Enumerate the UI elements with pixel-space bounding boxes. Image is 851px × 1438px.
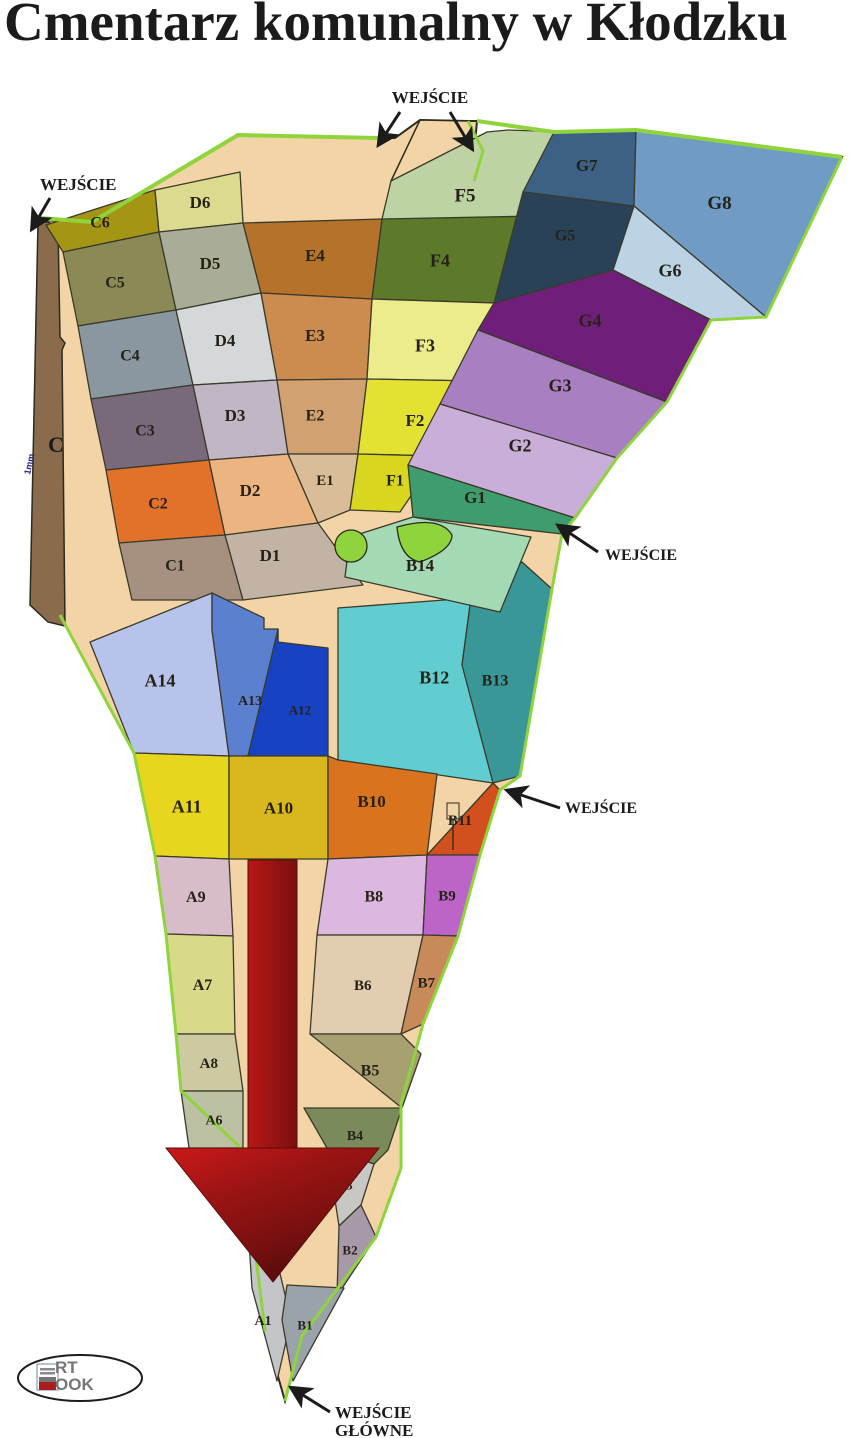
svg-text:G7: G7: [576, 156, 598, 175]
svg-text:E3: E3: [305, 326, 325, 345]
svg-text:B9: B9: [438, 889, 456, 905]
svg-text:B7: B7: [417, 976, 435, 992]
svg-text:A9: A9: [186, 889, 206, 906]
svg-text:B8: B8: [364, 889, 383, 906]
svg-text:C1: C1: [165, 558, 185, 575]
svg-text:A8: A8: [200, 1056, 218, 1072]
svg-text:WEJŚCIE: WEJŚCIE: [392, 88, 469, 107]
svg-text:B14: B14: [406, 556, 435, 575]
svg-text:A1: A1: [254, 1314, 271, 1329]
svg-text:B2: B2: [342, 1243, 357, 1258]
svg-text:B5: B5: [361, 1063, 380, 1080]
svg-text:WEJŚCIE: WEJŚCIE: [40, 175, 117, 194]
svg-text:B13: B13: [482, 673, 509, 690]
svg-text:G8: G8: [707, 193, 731, 214]
svg-text:G5: G5: [555, 228, 575, 245]
svg-text:F1: F1: [386, 473, 404, 490]
svg-text:F3: F3: [415, 335, 435, 355]
svg-text:E1: E1: [316, 473, 334, 489]
svg-text:B6: B6: [354, 978, 372, 994]
svg-text:A7: A7: [193, 977, 213, 994]
svg-text:F5: F5: [454, 186, 475, 207]
svg-text:C4: C4: [120, 348, 140, 365]
svg-text:B10: B10: [357, 792, 385, 811]
svg-text:D2: D2: [240, 481, 261, 500]
svg-text:C2: C2: [148, 496, 168, 513]
svg-text:C3: C3: [135, 423, 155, 440]
svg-text:B1: B1: [297, 1318, 312, 1333]
svg-text:G6: G6: [658, 260, 681, 280]
svg-text:D6: D6: [190, 193, 211, 212]
svg-text:F4: F4: [430, 250, 450, 270]
svg-text:C5: C5: [105, 275, 125, 292]
svg-text:WEJŚCIE: WEJŚCIE: [605, 545, 677, 564]
svg-text:A14: A14: [145, 670, 176, 690]
svg-text:B11: B11: [448, 813, 472, 829]
svg-text:E2: E2: [306, 408, 325, 425]
svg-text:GŁÓWNE: GŁÓWNE: [335, 1421, 413, 1438]
svg-text:G1: G1: [464, 488, 486, 507]
svg-text:A13: A13: [238, 694, 262, 709]
svg-text:B4: B4: [347, 1129, 363, 1144]
svg-text:G4: G4: [578, 310, 601, 330]
svg-text:C: C: [48, 432, 64, 457]
svg-text:D4: D4: [215, 331, 236, 350]
svg-text:OOK: OOK: [55, 1375, 94, 1394]
svg-text:F2: F2: [406, 411, 425, 430]
svg-text:E4: E4: [305, 246, 325, 265]
svg-text:B12: B12: [419, 668, 449, 688]
svg-text:D3: D3: [225, 406, 246, 425]
svg-text:C6: C6: [90, 215, 110, 232]
svg-text:A12: A12: [289, 703, 311, 718]
svg-text:A11: A11: [172, 796, 202, 816]
svg-text:A10: A10: [264, 799, 293, 818]
svg-text:D1: D1: [260, 546, 281, 565]
svg-text:G3: G3: [548, 375, 571, 395]
svg-text:WEJŚCIE: WEJŚCIE: [565, 798, 637, 817]
svg-text:A6: A6: [205, 1113, 222, 1128]
svg-text:D5: D5: [200, 254, 221, 273]
svg-text:G2: G2: [508, 435, 531, 455]
svg-text:WEJŚCIE: WEJŚCIE: [335, 1403, 412, 1422]
